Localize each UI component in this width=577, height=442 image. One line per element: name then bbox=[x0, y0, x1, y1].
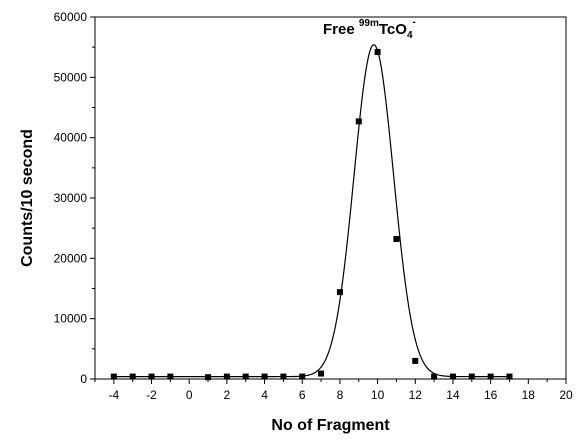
y-axis-ticks: 0 10000 20000 30000 40000 50000 60000 bbox=[54, 10, 95, 386]
y-tick-label: 0 bbox=[80, 372, 87, 386]
y-tick-label: 20000 bbox=[54, 251, 88, 265]
data-point bbox=[110, 373, 117, 380]
annotation-species: TcO bbox=[379, 21, 407, 38]
data-point bbox=[261, 373, 268, 380]
data-point bbox=[167, 373, 174, 380]
data-points bbox=[110, 48, 513, 381]
x-tick-label: 4 bbox=[261, 388, 268, 402]
data-point bbox=[412, 357, 419, 364]
data-point bbox=[449, 373, 456, 380]
fit-curve bbox=[113, 44, 510, 378]
x-tick-label: 14 bbox=[446, 388, 460, 402]
annotation-subscript: 4 bbox=[407, 30, 413, 41]
data-point bbox=[374, 48, 381, 55]
data-point bbox=[299, 373, 306, 380]
data-point bbox=[129, 373, 136, 380]
x-axis-ticks: -4 -2 0 2 4 6 8 10 12 14 16 18 20 bbox=[94, 379, 573, 402]
data-point bbox=[487, 373, 494, 380]
y-tick-label: 60000 bbox=[54, 10, 88, 24]
data-point bbox=[468, 373, 475, 380]
x-tick-label: 8 bbox=[337, 388, 344, 402]
y-axis-title: Counts/10 second bbox=[19, 129, 36, 267]
x-tick-label: 6 bbox=[299, 388, 306, 402]
x-tick-label: 16 bbox=[484, 388, 498, 402]
data-point bbox=[336, 289, 343, 296]
x-tick-label: 2 bbox=[224, 388, 231, 402]
y-tick-label: 30000 bbox=[54, 191, 88, 205]
plot-frame bbox=[94, 16, 567, 380]
x-tick-label: -4 bbox=[109, 388, 120, 402]
x-tick-label: 0 bbox=[186, 388, 193, 402]
y-tick-label: 40000 bbox=[54, 131, 88, 145]
data-point bbox=[393, 236, 400, 243]
annotation-prefix: Free bbox=[323, 21, 359, 38]
data-point bbox=[148, 373, 155, 380]
data-point bbox=[506, 373, 513, 380]
x-tick-label: -2 bbox=[146, 388, 157, 402]
data-point bbox=[431, 373, 438, 380]
x-tick-label: 20 bbox=[559, 388, 573, 402]
y-tick-label: 10000 bbox=[54, 312, 88, 326]
x-tick-label: 12 bbox=[409, 388, 423, 402]
data-point bbox=[318, 370, 325, 377]
data-point bbox=[242, 373, 249, 380]
x-tick-label: 10 bbox=[371, 388, 385, 402]
data-point bbox=[223, 373, 230, 380]
fit-curve-layer bbox=[113, 44, 510, 378]
data-point bbox=[205, 374, 212, 381]
x-tick-label: 18 bbox=[522, 388, 536, 402]
y-tick-label: 50000 bbox=[54, 70, 88, 84]
axes bbox=[94, 16, 567, 380]
peak-annotation: Free 99mTcO4- bbox=[323, 17, 416, 41]
data-point bbox=[280, 373, 287, 380]
x-axis-title: No of Fragment bbox=[271, 417, 390, 434]
annotation-charge: - bbox=[413, 17, 416, 28]
data-point bbox=[355, 118, 362, 125]
annotation-superscript: 99m bbox=[359, 18, 379, 29]
